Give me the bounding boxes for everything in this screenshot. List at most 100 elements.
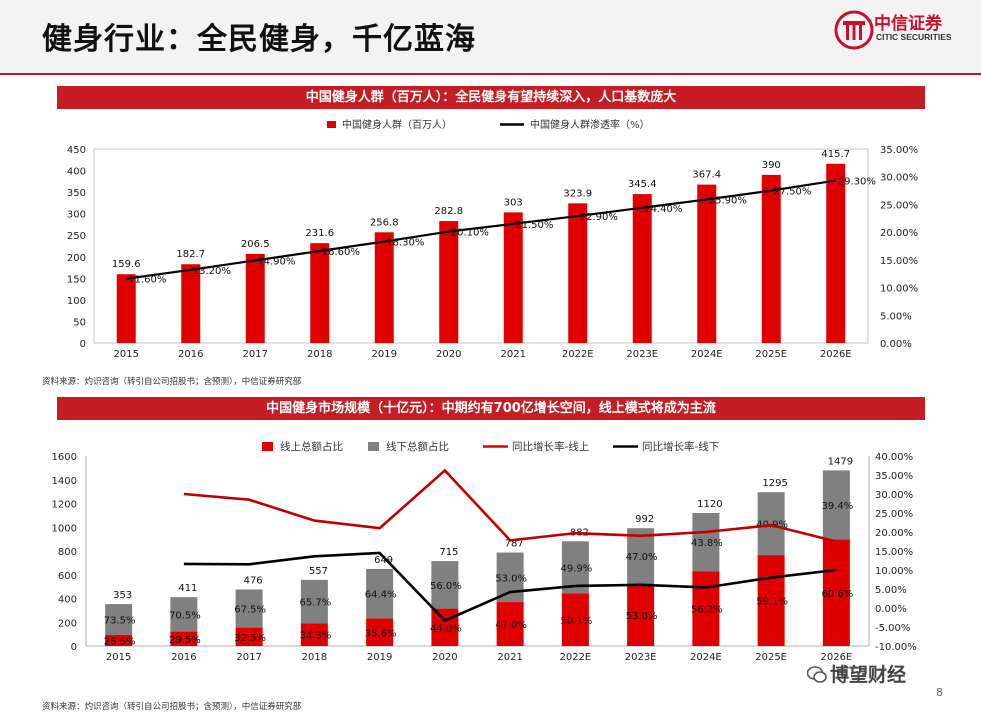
total-value-label: 992 (635, 514, 654, 525)
bar-population (116, 274, 136, 343)
total-value-label: 715 (439, 547, 458, 558)
legend-swatch-offline-share (368, 442, 379, 451)
y2-tick-label: 5.00% (875, 585, 907, 596)
offline-share-label: 56.0% (430, 581, 462, 592)
bar-online-share (692, 571, 720, 646)
x-tick-label: 2023E (625, 652, 657, 663)
bar-offline-share (235, 589, 263, 628)
bar-offline-share (170, 597, 198, 632)
total-value-label: 476 (244, 575, 263, 586)
legend-swatch-population (327, 121, 336, 128)
bar-population (568, 203, 588, 343)
y2-tick-label: 0.00% (880, 339, 912, 350)
x-tick-label: 2021 (497, 652, 522, 663)
bar-offline-share (366, 568, 394, 619)
page-title: 健身行业：全民健身，千亿蓝海 (42, 22, 476, 57)
x-tick-label: 2015 (106, 652, 131, 663)
y-tick-label: 1200 (52, 500, 77, 511)
y-tick-label: 400 (58, 595, 77, 606)
y2-tick-label: 10.00% (880, 284, 918, 295)
y2-tick-label: 15.00% (880, 256, 918, 267)
y-tick-label: 150 (67, 274, 86, 285)
y-tick-label: 100 (67, 296, 86, 307)
population-chart: 中国健身人群（百万人） 中国健身人群渗透率（%） 0 50 100 150 200 250 30… (67, 118, 918, 360)
x-tick-label: 2020 (432, 652, 457, 663)
line-value-label: 16.60% (322, 247, 360, 258)
line-penetration (126, 179, 836, 280)
legend-label-offline-growth: 同比增长率-线下 (642, 440, 719, 453)
online-share-label: 47.0% (495, 620, 527, 631)
bar-value-label: 367.4 (692, 170, 721, 181)
x-tick-label: 2024E (690, 652, 722, 663)
chart1-source: 资料来源：灼识咨询（转引自公司招股书；含预测），中信证券研究部 (42, 377, 302, 387)
bar-offline-share (692, 513, 720, 572)
page-number: 8 (936, 686, 943, 699)
bar-online-share (105, 634, 133, 646)
online-share-label: 34.3% (299, 631, 331, 642)
chart2-source: 资料来源：灼识咨询（转引自公司招股书；含预测），中信证券研究部 (42, 702, 302, 712)
bar-population (181, 264, 201, 343)
chart1-banner: 中国健身人群（百万人）：全民健身有望持续深入，人口基数庞大 (57, 86, 925, 109)
bar-population (697, 184, 717, 343)
y2-tick-label: 10.00% (875, 566, 913, 577)
line-value-label: 22.90% (580, 212, 618, 223)
online-share-label: 32.5% (234, 633, 266, 644)
offline-share-label: 49.9% (560, 563, 592, 574)
citic-logo-icon (834, 10, 874, 50)
bar-population (761, 174, 781, 343)
line-offline-growth (183, 551, 837, 623)
x-tick-label: 2025E (755, 349, 787, 360)
y2-tick-label: 35.00% (880, 145, 918, 156)
market-size-chart: 线上总额占比 线下总额占比 同比增长率-线上 同比增长率-线下 0 200 400 600 80… (52, 440, 917, 663)
legend-label-population: 中国健身人群（百万人） (342, 118, 452, 131)
bar-value-label: 323.9 (563, 188, 592, 199)
online-share-label: 35.6% (365, 628, 397, 639)
line-value-label: 11.60% (128, 275, 166, 286)
y-tick-label: 400 (67, 167, 86, 178)
line-value-label: 20.10% (451, 228, 489, 239)
watermark: 博望财经 (830, 664, 907, 686)
y2-tick-label: 30.00% (875, 490, 913, 501)
y-tick-label: 300 (67, 210, 86, 221)
x-tick-label: 2023E (626, 349, 658, 360)
logo-name: 中信证券 (874, 14, 942, 34)
online-share-label: 59.1% (756, 597, 788, 608)
bar-online-share (366, 618, 394, 646)
online-share-label: 26.5% (104, 636, 136, 647)
total-value-label: 1479 (828, 456, 853, 467)
bar-value-label: 415.7 (821, 149, 850, 160)
x-tick-label: 2017 (243, 349, 268, 360)
offline-share-label: 53.0% (495, 573, 527, 584)
chart2-banner: 中国健身市场规模（十亿元）：中期约有700亿增长空间，线上模式将成为主流 (57, 397, 925, 420)
total-value-label: 353 (113, 590, 132, 601)
x-tick-label: 2026E (820, 349, 852, 360)
offline-share-label: 65.7% (299, 598, 331, 609)
y2-tick-label: 20.00% (875, 528, 913, 539)
total-value-label: 1295 (762, 478, 787, 489)
legend-label-offline-share: 线下总额占比 (386, 440, 449, 453)
offline-share-label: 67.5% (234, 605, 266, 616)
bar-online-share (757, 555, 785, 646)
legend-label-penetration: 中国健身人群渗透率（%） (530, 118, 650, 131)
line-value-label: 14.90% (257, 256, 295, 267)
y2-tick-label: 25.00% (875, 509, 913, 520)
bar-online-share (431, 608, 459, 646)
x-tick-label: 2019 (372, 349, 397, 360)
online-share-label: 60.6% (821, 589, 853, 600)
title-bar (0, 0, 981, 74)
y2-tick-label: -10.00% (875, 642, 917, 653)
y-tick-label: 800 (58, 547, 77, 558)
x-tick-label: 2021 (501, 349, 526, 360)
line-value-label: 29.30% (838, 177, 876, 188)
y-tick-label: 450 (67, 145, 86, 156)
x-tick-label: 2020 (436, 349, 461, 360)
logo-subtitle: CITIC SECURITIES (876, 32, 952, 42)
online-share-label: 53.0% (626, 611, 658, 622)
online-share-label: 50.1% (560, 616, 592, 627)
online-share-label: 44.0% (430, 623, 462, 634)
line-value-label: 18.30% (386, 238, 424, 249)
bar-value-label: 182.7 (176, 249, 205, 260)
total-value-label: 1120 (697, 499, 722, 510)
x-tick-label: 2025E (755, 652, 787, 663)
y2-tick-label: 20.00% (880, 228, 918, 239)
